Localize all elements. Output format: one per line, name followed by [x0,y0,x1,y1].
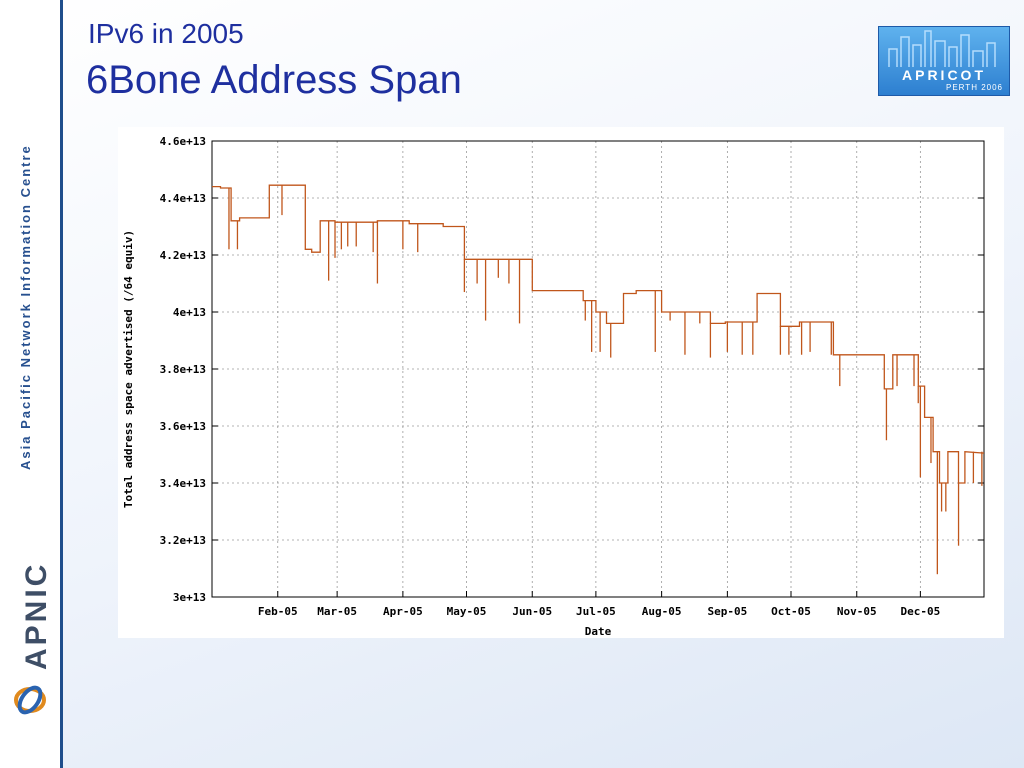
y-axis-label: Total address space advertised (/64 equi… [122,230,135,508]
x-tick-label: Apr-05 [383,605,423,618]
chart-panel: 3e+13 3.2e+13 3.4e+13 3.6e+13 3.8e+13 4e+13 4.… [118,127,1004,638]
grid-lines [212,141,984,597]
y-tick-label: 3.6e+13 [160,420,206,433]
slide-subtitle: IPv6 in 2005 [88,18,244,49]
x-tick-label: Sep-05 [707,605,747,618]
series-line [212,184,985,484]
apricot-subtitle: PERTH 2006 [946,83,1003,92]
apricot-title: APRICOT [902,67,986,83]
x-tick-label: Jun-05 [512,605,552,618]
y-axis-ticks: 3e+13 3.2e+13 3.4e+13 3.6e+13 3.8e+13 4e+13 4.… [160,135,984,604]
y-tick-label: 3e+13 [173,591,206,604]
y-tick-label: 3.4e+13 [160,477,206,490]
apricot-badge: APRICOT PERTH 2006 [878,26,1010,96]
y-tick-label: 4.2e+13 [160,249,206,262]
x-tick-label: Mar-05 [317,605,357,618]
city-skyline-icon [888,30,996,67]
y-tick-label: 3.8e+13 [160,363,206,376]
x-tick-label: Oct-05 [771,605,811,618]
x-axis-label: Date [585,625,612,638]
address-span-chart: 3e+13 3.2e+13 3.4e+13 3.6e+13 3.8e+13 4e+13 4.… [122,135,985,638]
x-tick-label: May-05 [447,605,487,618]
x-axis-ticks: Feb-05 Mar-05 Apr-05 May-05 Jun-05 Jul-05 Aug-… [258,591,940,618]
x-tick-label: Feb-05 [258,605,298,618]
x-tick-label: Aug-05 [642,605,682,618]
apnic-wordmark: APNIC [20,561,53,670]
x-tick-label: Nov-05 [837,605,877,618]
x-tick-label: Jul-05 [576,605,616,618]
slide-title: 6Bone Address Span [86,58,462,102]
y-tick-label: 4.6e+13 [160,135,206,148]
left-sidebar: Asia Pacific Network Information Centre … [0,0,63,768]
apnic-logo-icon [14,685,46,715]
y-tick-label: 4e+13 [173,306,206,319]
x-tick-label: Dec-05 [900,605,940,618]
y-tick-label: 4.4e+13 [160,192,206,205]
series-group [212,184,985,575]
y-tick-label: 3.2e+13 [160,534,206,547]
organisation-name: Asia Pacific Network Information Centre [18,144,33,470]
